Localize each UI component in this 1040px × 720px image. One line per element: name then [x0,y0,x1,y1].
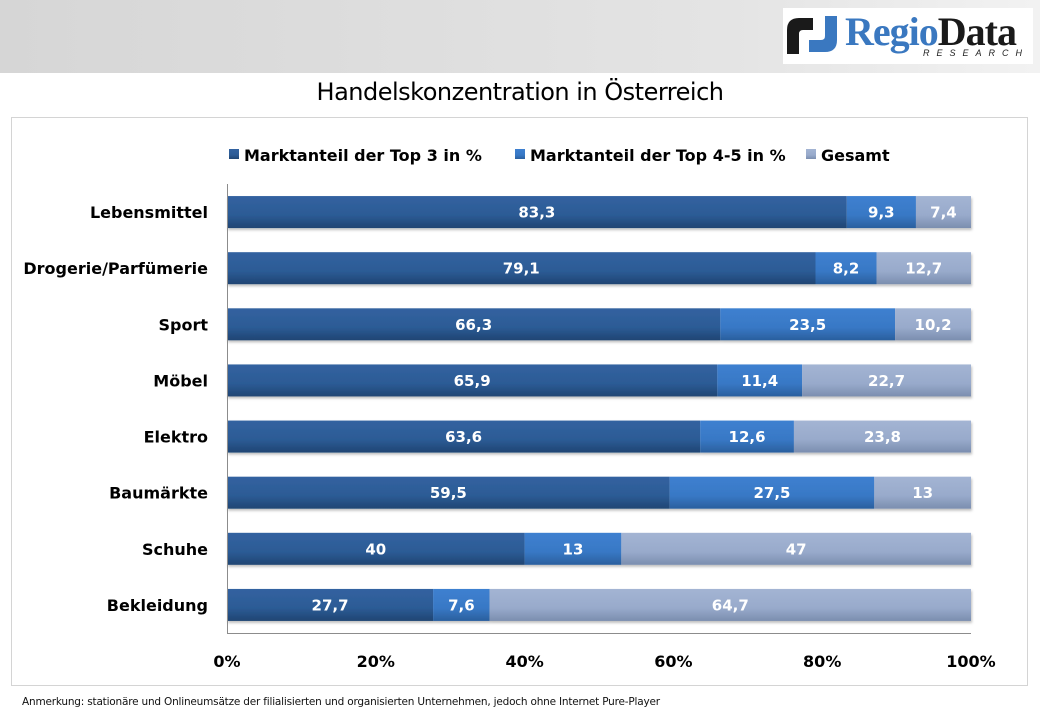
data-label-top45: 23,5 [789,316,826,334]
bar-segment-top3 [227,420,701,453]
data-label-top3: 59,5 [430,484,467,502]
bar-row [227,196,971,229]
bar-segment-gesamt [874,476,971,509]
regiodata-logo: RegioData RESEARCH [783,8,1033,64]
bar-segment-top45 [717,364,803,397]
category-label: Schuhe [142,540,208,559]
data-label-gesamt: 22,7 [868,372,905,390]
legend-swatch-top45 [515,149,525,159]
data-label-top45: 12,6 [729,428,766,446]
bar-row [227,420,971,453]
data-label-gesamt: 12,7 [905,260,942,278]
x-tick-label: 60% [654,652,692,671]
data-label-top3: 40 [365,540,386,558]
data-label-top3: 83,3 [518,204,555,222]
bar-row [227,532,971,565]
bar-segment-gesamt [489,588,971,621]
category-label: Drogerie/Parfümerie [23,259,208,278]
page-title: Handelskonzentration in Österreich [316,78,724,106]
bar-segment-top3 [227,532,525,565]
x-tick-label: 40% [505,652,543,671]
data-label-top45: 13 [563,540,584,558]
bar-row [227,308,971,341]
data-label-gesamt: 7,4 [930,204,957,222]
legend-label-top45: Marktanteil der Top 4-5 in % [530,146,786,165]
bar-segment-top45 [846,196,916,229]
bar-row [227,476,971,509]
x-tick-label: 0% [213,652,240,671]
regiodata-logo-mark-icon [787,16,837,54]
legend-label-top3: Marktanteil der Top 3 in % [244,146,482,165]
logo-word-regio: Regio [845,9,939,54]
bar-segment-top45 [720,308,896,341]
bar-segment-gesamt [621,532,971,565]
bar-segment-top45 [433,588,490,621]
data-label-top3: 66,3 [455,316,492,334]
legend-swatch-top3 [229,149,239,159]
data-label-top45: 11,4 [741,372,778,390]
bar-segment-top45 [700,420,794,453]
axes [227,184,971,634]
data-label-top3: 27,7 [312,596,349,614]
data-label-gesamt: 13 [912,484,933,502]
bar-segment-gesamt [793,420,971,453]
bar-segment-gesamt [802,364,971,397]
x-tick-labels: 0% 20% 40% 60% 80% 100% [213,652,995,671]
category-label: Möbel [153,371,208,390]
bar-segment-top3 [227,588,434,621]
data-label-top3: 65,9 [454,372,491,390]
bar-segment-top45 [815,252,877,285]
legend-label-gesamt: Gesamt [821,146,890,165]
data-label-top45: 9,3 [868,204,895,222]
x-tick-label: 80% [803,652,841,671]
legend-swatch-gesamt [806,149,816,159]
bar-segment-top3 [227,364,718,397]
x-tick-label: 100% [946,652,995,671]
bar-segment-top45 [669,476,875,509]
data-label-gesamt: 10,2 [915,316,952,334]
category-label: Bekleidung [107,596,208,615]
data-label-top45: 8,2 [833,260,860,278]
bars-layer: 83,3 9,3 7,4 79,1 8,2 12,7 66,3 23,5 10,2 65,9 11,… [227,196,971,621]
bar-segment-gesamt [915,196,971,229]
logo-subtitle: RESEARCH [923,48,1030,58]
category-labels: Lebensmittel Drogerie/Parfümerie Sport Möbe… [23,203,208,615]
logo-wordmark: RegioData [845,9,1017,54]
bar-row [227,252,971,285]
legend: Marktanteil der Top 3 in % Marktanteil d… [229,146,890,165]
data-label-gesamt: 47 [786,540,807,558]
bar-row [227,588,971,621]
data-label-top3: 63,6 [445,428,482,446]
category-label: Sport [158,315,208,334]
logo-word-data: Data [937,9,1017,54]
bar-segment-gesamt [876,252,971,285]
footnote: Anmerkung: stationäre und Onlineumsätze … [22,696,660,708]
data-label-top45: 7,6 [448,596,475,614]
data-label-gesamt: 23,8 [864,428,901,446]
x-tick-label: 20% [357,652,395,671]
category-label: Baumärkte [109,484,208,503]
data-label-top45: 27,5 [753,484,790,502]
bar-segment-top45 [524,532,622,565]
bar-segment-top3 [227,196,847,229]
bar-segment-gesamt [895,308,971,341]
category-label: Elektro [144,428,208,447]
bar-row [227,364,971,397]
bar-segment-top3 [227,252,816,285]
data-label-gesamt: 64,7 [712,596,749,614]
bar-segment-top3 [227,476,670,509]
bar-segment-top3 [227,308,721,341]
data-label-top3: 79,1 [503,260,540,278]
category-label: Lebensmittel [90,203,208,222]
